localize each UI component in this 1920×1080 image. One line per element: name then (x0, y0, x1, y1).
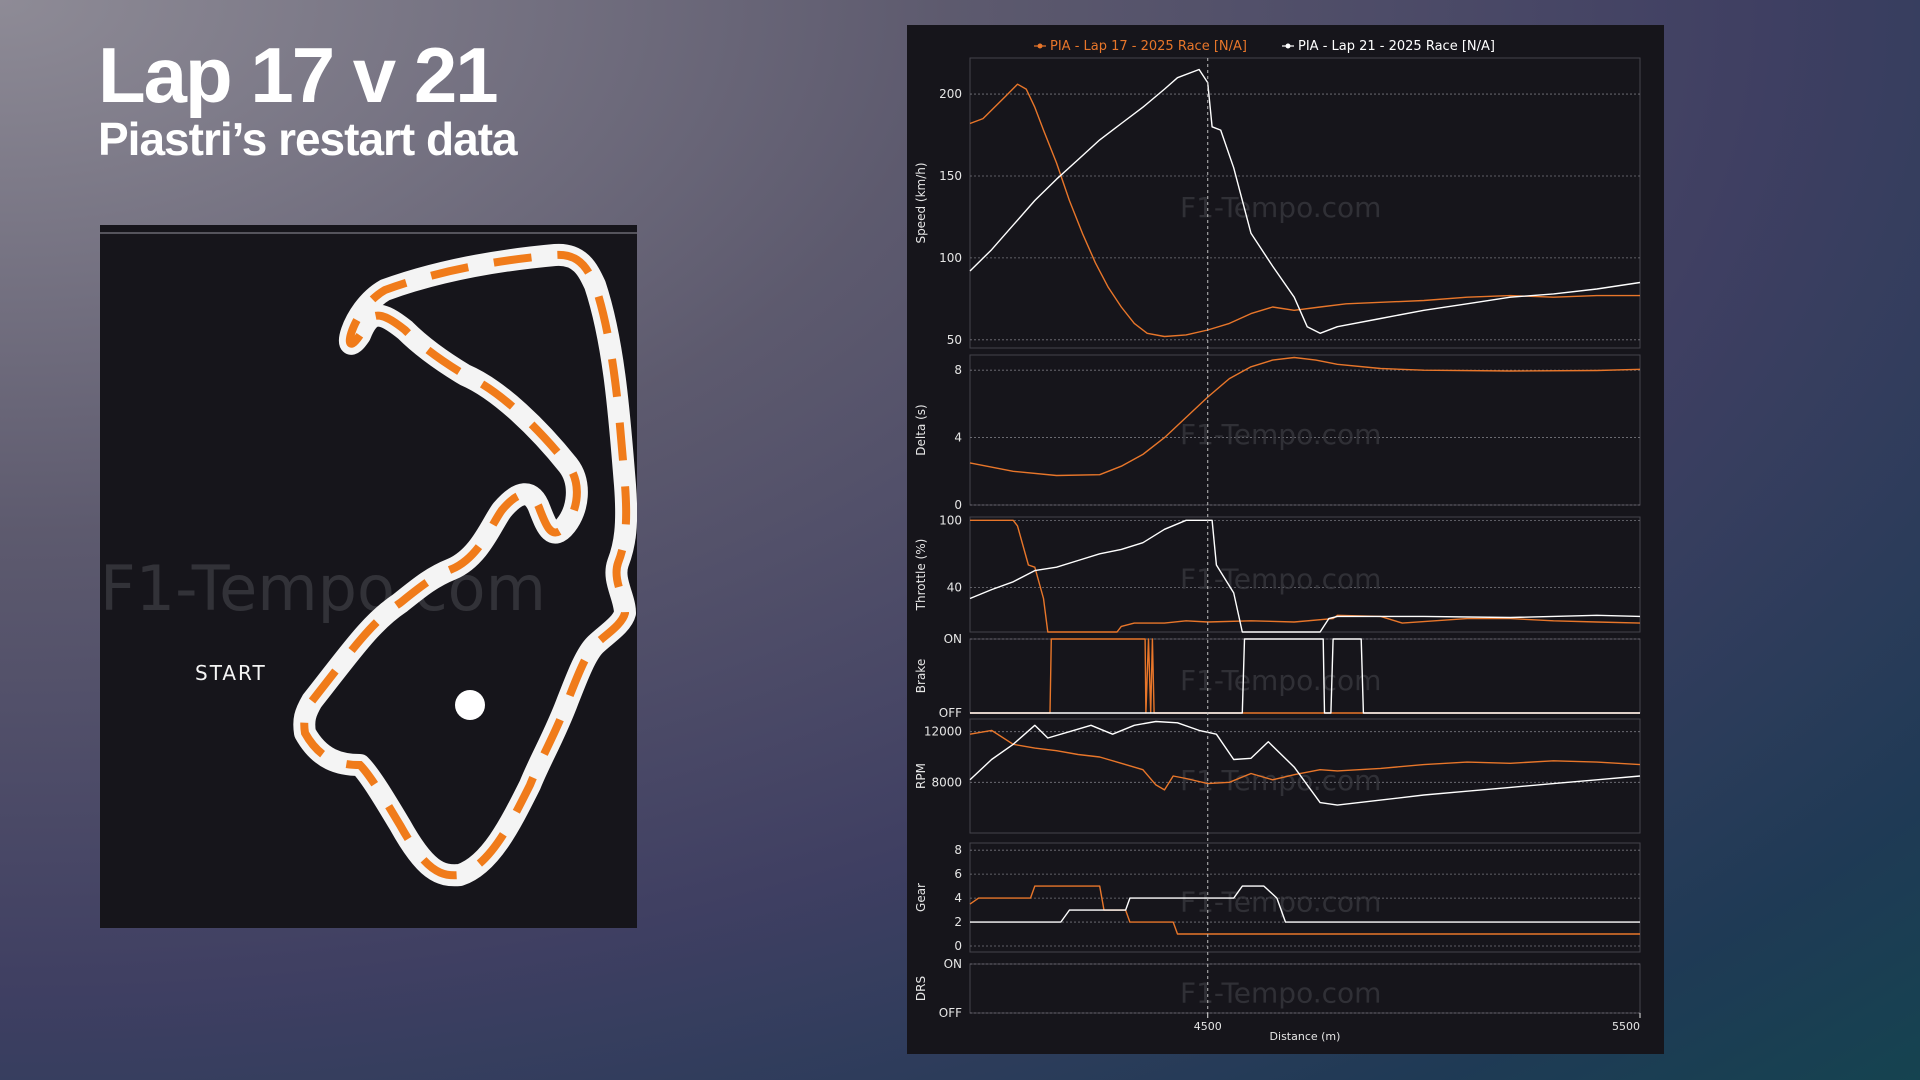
panel-drs: OFF ON DRS F1-Tempo.com (914, 957, 1641, 1020)
tick-label-gear: 8 (954, 843, 962, 857)
slide-subtitle: Piastri’s restart data (98, 113, 518, 165)
tick-label-brake: OFF (939, 706, 962, 720)
telemetry-panel: PIA - Lap 17 - 2025 Race [N/A] PIA - Lap… (907, 25, 1664, 1054)
y-axis-label-throttle: Throttle (%) (914, 539, 928, 612)
tick-label-speed: 200 (939, 87, 962, 101)
panel-throttle: 40 100 Throttle (%) F1-Tempo.com (914, 513, 1641, 633)
panel-frame-gear (969, 842, 1641, 953)
y-axis-label-speed: Speed (km/h) (914, 162, 928, 243)
panel-brake: OFF ON Brake F1-Tempo.com (914, 632, 1641, 720)
panel-speed: 50 100 150 200 Speed (km/h) F1-Tempo.com (914, 57, 1641, 349)
tick-label-gear: 4 (954, 891, 962, 905)
tick-label-rpm: 12000 (924, 725, 962, 739)
series-line-lap17-delta (969, 356, 1641, 477)
series-line-lap17-speed (969, 83, 1640, 338)
tick-label-throttle: 40 (947, 580, 962, 594)
car-position-marker (455, 690, 485, 720)
tick-label-speed: 50 (947, 333, 962, 347)
tick-label-speed: 150 (939, 169, 962, 183)
panel-gear: 0 2 4 6 8 Gear F1-Tempo.com (914, 842, 1641, 953)
watermark-brake: F1-Tempo.com (1180, 664, 1381, 697)
tick-label-delta: 8 (954, 363, 962, 377)
start-label: START (195, 661, 267, 685)
y-axis-label-gear: Gear (914, 883, 928, 912)
legend-label-lap21: PIA - Lap 21 - 2025 Race [N/A] (1298, 39, 1495, 54)
watermark-throttle: F1-Tempo.com (1180, 563, 1381, 596)
series-line-lap21-rpm (969, 720, 1641, 806)
panel-frame-delta (969, 354, 1641, 506)
watermark-gear: F1-Tempo.com (1180, 886, 1381, 919)
panel-frame-speed (969, 57, 1641, 349)
chart-legend: PIA - Lap 17 - 2025 Race [N/A] PIA - Lap… (1034, 39, 1495, 54)
y-axis-label-delta: Delta (s) (914, 404, 928, 455)
tick-label-gear: 6 (954, 867, 962, 881)
series-line-lap21-brake (970, 638, 1640, 714)
series-line-lap21-gear (970, 885, 1640, 923)
legend-label-lap17: PIA - Lap 17 - 2025 Race [N/A] (1050, 39, 1247, 54)
panel-delta: 0 4 8 Delta (s) F1-Tempo.com (914, 354, 1641, 512)
watermark-delta: F1-Tempo.com (1180, 418, 1381, 451)
series-line-lap17-throttle (970, 519, 1641, 633)
series-line-lap21-throttle (969, 519, 1641, 633)
tick-label-brake: ON (944, 632, 962, 646)
track-map: F1-Tempo.com START (100, 232, 638, 887)
slide-title: Lap 17 v 21 (98, 31, 499, 119)
tick-label-drs: OFF (939, 1006, 962, 1020)
y-axis-label-rpm: RPM (914, 763, 928, 789)
x-tick-label: 5500 (1612, 1020, 1640, 1033)
watermark-drs: F1-Tempo.com (1180, 977, 1381, 1010)
circuit-speed-highlight (300, 250, 631, 880)
x-axis: 4500 5500 (1194, 1013, 1641, 1033)
tick-label-drs: ON (944, 957, 962, 971)
series-line-lap21-speed (969, 68, 1641, 334)
tick-label-gear: 0 (954, 939, 962, 953)
track-map-panel: F1-Tempo.com START (100, 225, 638, 928)
watermark-speed: F1-Tempo.com (1180, 191, 1381, 224)
x-tick-label: 4500 (1194, 1020, 1222, 1033)
tick-label-delta: 0 (954, 498, 962, 512)
tick-label-speed: 100 (939, 251, 962, 265)
x-axis-label: Distance (m) (1270, 1030, 1341, 1043)
panel-rpm: 8000 12000 RPM F1-Tempo.com (914, 718, 1641, 834)
y-axis-label-drs: DRS (914, 976, 928, 1001)
watermark-rpm: F1-Tempo.com (1180, 764, 1381, 797)
tick-label-delta: 4 (954, 431, 962, 445)
tick-label-throttle: 100 (939, 513, 962, 527)
y-axis-label-brake: Brake (914, 659, 928, 693)
tick-label-rpm: 8000 (931, 775, 962, 789)
panel-frame-drs (969, 963, 1641, 1014)
tick-label-gear: 2 (954, 915, 962, 929)
series-line-lap17-rpm (969, 729, 1641, 791)
telemetry-chart: PIA - Lap 17 - 2025 Race [N/A] PIA - Lap… (914, 39, 1641, 1043)
series-line-lap17-brake (970, 638, 1640, 714)
